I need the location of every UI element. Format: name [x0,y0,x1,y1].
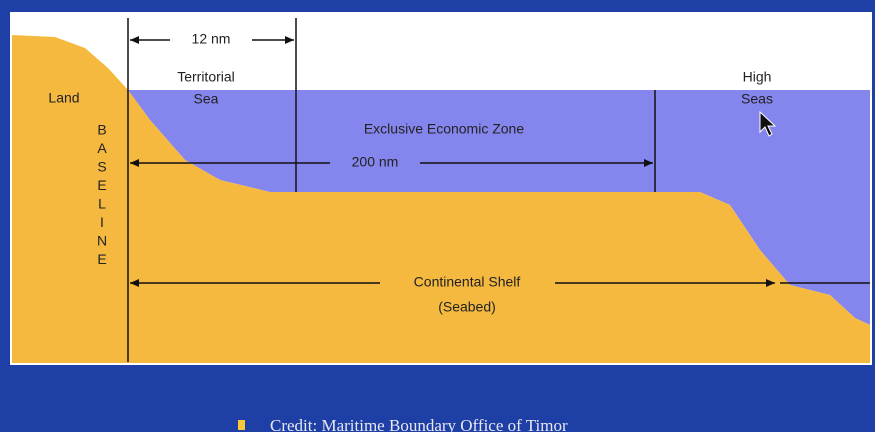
label: Exclusive Economic Zone [364,121,525,137]
label: Land [48,90,79,106]
baseline-letter: N [97,233,107,249]
label: Territorial [177,69,235,85]
label: Continental Shelf [414,274,521,290]
label: 12 nm [192,31,231,47]
baseline-letter: S [97,159,106,175]
label: 200 nm [352,154,399,170]
label: (Seabed) [438,299,496,315]
baseline-letter: L [98,196,106,212]
label: High [743,69,772,85]
baseline-letter: A [97,140,107,156]
page: 12 nm Land Territorial Sea High Seas Exc… [0,0,875,432]
baseline-letter: I [100,214,104,230]
baseline-letter: E [97,251,106,267]
label: Seas [741,91,773,107]
credit: Credit: Maritime Boundary Office of Timo… [270,416,568,432]
bullet [238,420,245,430]
baseline-letter: E [97,177,106,193]
label: Sea [194,91,219,107]
baseline-letter: B [97,122,106,138]
